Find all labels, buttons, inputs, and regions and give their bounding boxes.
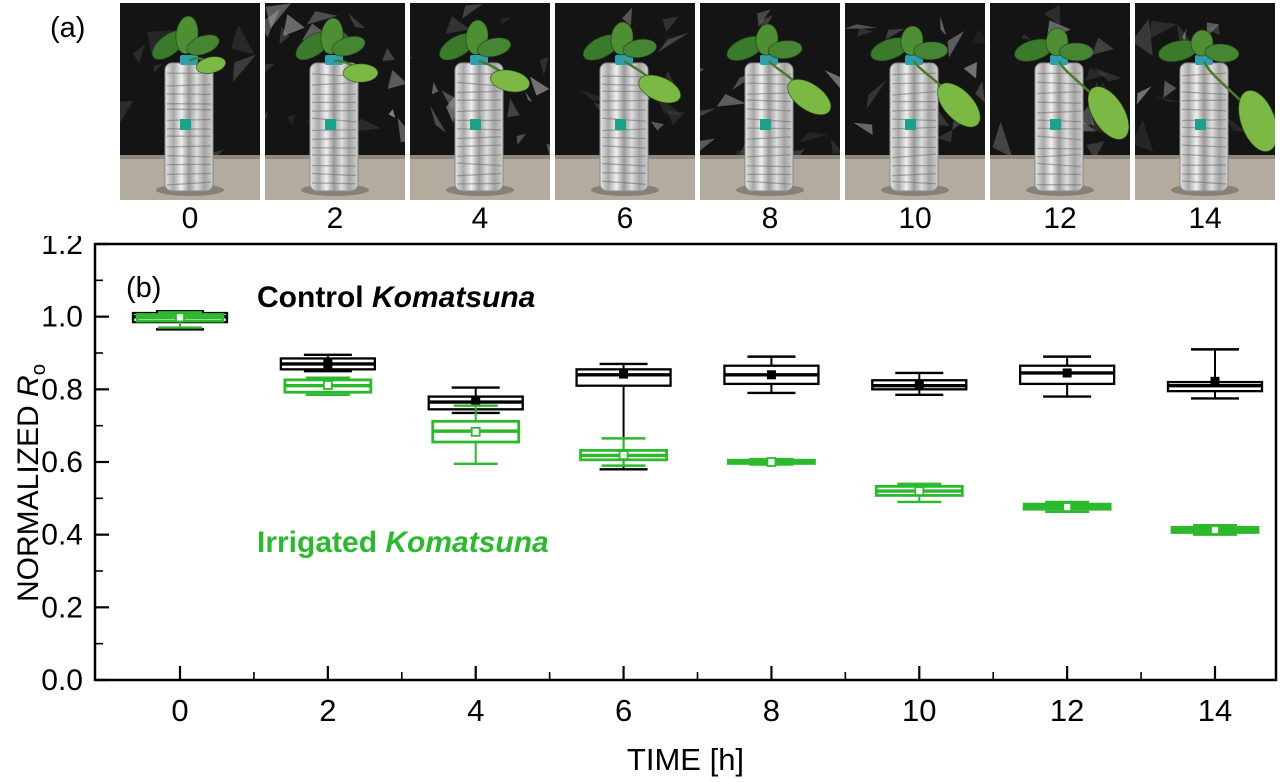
plant-photo-cell: 4: [410, 3, 550, 234]
svg-text:12: 12: [1050, 693, 1084, 728]
plant-photo-12h: [990, 3, 1130, 200]
photo-time-label: 4: [471, 202, 489, 235]
plant-photo-cell: 6: [555, 3, 695, 234]
plant-photo-cell: 10: [845, 3, 985, 234]
irrigated-series-annotation: Irrigated Komatsuna: [257, 526, 549, 560]
photo-time-label: 2: [326, 202, 344, 235]
irrigated-annotation-species: Komatsuna: [385, 526, 549, 559]
svg-text:0.0: 0.0: [41, 664, 83, 697]
plant-photo-4h: [410, 3, 550, 200]
photo-time-label: 8: [761, 202, 779, 235]
svg-text:0.2: 0.2: [41, 591, 83, 624]
svg-text:4: 4: [467, 693, 484, 728]
x-axis-title: TIME [h]: [626, 742, 745, 777]
svg-text:10: 10: [902, 693, 936, 728]
plant-photo-cell: 12: [990, 3, 1130, 234]
svg-text:0.6: 0.6: [41, 446, 83, 479]
plant-photo-2h: [265, 3, 405, 200]
photo-time-label: 10: [898, 202, 932, 235]
svg-text:14: 14: [1198, 693, 1232, 728]
svg-text:6: 6: [615, 693, 632, 728]
photo-time-label: 0: [181, 202, 199, 235]
svg-text:8: 8: [763, 693, 780, 728]
plant-photo-10h: [845, 3, 985, 200]
photo-time-label: 6: [616, 202, 634, 235]
plant-photo-6h: [555, 3, 695, 200]
plant-photo-cell: 8: [700, 3, 840, 234]
plant-photo-cell: 2: [265, 3, 405, 234]
panel-a-label: (a): [50, 12, 86, 44]
svg-text:1.0: 1.0: [41, 301, 83, 334]
plant-photo-8h: [700, 3, 840, 200]
y-axis-symbol: R: [12, 375, 45, 397]
plant-photo-cell: 14: [1135, 3, 1275, 234]
control-annotation-species: Komatsuna: [371, 281, 536, 314]
svg-text:2: 2: [319, 693, 336, 728]
photo-time-label: 14: [1188, 202, 1222, 235]
svg-text:0: 0: [171, 693, 188, 728]
control-annotation-prefix: Control: [257, 281, 372, 314]
control-series-annotation: Control Komatsuna: [257, 281, 535, 315]
plant-photo-cell: 0: [120, 3, 260, 234]
irrigated-annotation-prefix: Irrigated: [257, 526, 386, 559]
plant-photo-0h: [120, 3, 260, 200]
y-axis-title-text: NORMALIZED: [12, 396, 45, 602]
photo-strip: 0 2 4 6 8 10 12 14: [120, 3, 1275, 234]
photo-time-label: 12: [1043, 202, 1077, 235]
svg-text:0.8: 0.8: [41, 373, 83, 406]
svg-text:1.2: 1.2: [41, 236, 83, 261]
panel-b-label: (b): [126, 272, 162, 304]
boxplot-chart: 0.0 0.2 0.4 0.6 0.8 1.0 1.2 0 2 4 6 8 10 12 14: [41, 236, 1278, 728]
y-axis-title: NORMALIZED Ro: [12, 364, 51, 602]
y-axis-subscript: o: [28, 363, 50, 376]
plant-photo-14h: [1135, 3, 1275, 200]
svg-text:0.4: 0.4: [41, 519, 83, 552]
